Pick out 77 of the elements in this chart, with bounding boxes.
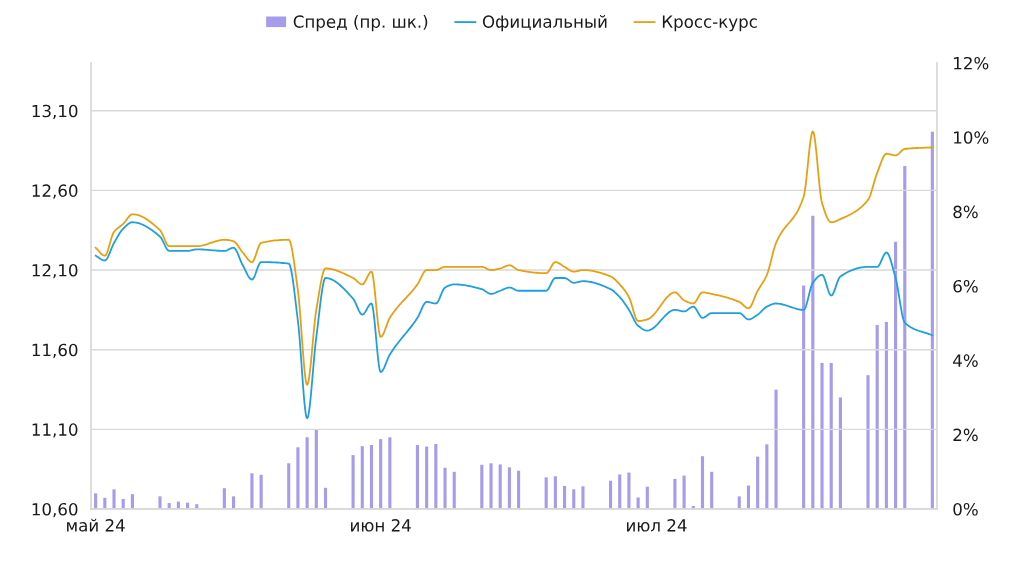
legend-label: Кросс-курс bbox=[662, 15, 757, 32]
bar bbox=[636, 497, 640, 509]
bar bbox=[231, 496, 236, 509]
bar bbox=[829, 362, 833, 509]
bar bbox=[737, 496, 741, 509]
y-tick-label: 12,10 bbox=[32, 264, 78, 279]
bar bbox=[480, 464, 484, 509]
bar bbox=[903, 165, 907, 509]
bar bbox=[360, 446, 364, 509]
bar bbox=[287, 463, 291, 509]
bar bbox=[645, 486, 649, 509]
bar bbox=[296, 447, 300, 509]
y-tick-label: 11,10 bbox=[32, 423, 78, 438]
bar bbox=[563, 485, 567, 509]
y2-tick-label: 6% bbox=[953, 279, 978, 293]
x-tick-label: июл 24 bbox=[627, 519, 687, 532]
bar bbox=[130, 494, 134, 509]
bar bbox=[507, 467, 511, 509]
bar bbox=[489, 463, 493, 509]
bar bbox=[94, 493, 98, 509]
bar bbox=[544, 477, 548, 509]
legend-label: Спред (пр. шк.) bbox=[293, 15, 428, 32]
bar bbox=[452, 471, 456, 509]
bar bbox=[884, 322, 888, 509]
bar bbox=[323, 487, 328, 509]
bar bbox=[379, 439, 383, 509]
bar bbox=[305, 437, 309, 509]
y-tick-label: 11,60 bbox=[32, 343, 78, 358]
bar bbox=[930, 131, 934, 509]
y2-tick-label: 2% bbox=[953, 428, 978, 442]
bar bbox=[820, 362, 824, 509]
bar bbox=[581, 486, 585, 509]
bar bbox=[553, 476, 557, 509]
bar bbox=[498, 464, 502, 509]
y-tick-label: 10,60 bbox=[32, 502, 78, 518]
bar bbox=[838, 397, 842, 509]
bar bbox=[866, 375, 870, 509]
y2-tick-label: 4% bbox=[953, 354, 978, 367]
bar bbox=[811, 215, 815, 509]
bar bbox=[434, 443, 438, 509]
bar bbox=[517, 470, 521, 509]
bar bbox=[627, 472, 631, 509]
bar bbox=[222, 488, 226, 509]
bar bbox=[756, 456, 760, 509]
bar bbox=[314, 429, 318, 509]
bar bbox=[618, 474, 622, 509]
bar bbox=[158, 496, 162, 509]
bar bbox=[746, 485, 751, 509]
bar bbox=[894, 241, 898, 509]
bar bbox=[415, 445, 420, 509]
bar bbox=[673, 478, 677, 509]
x-tick-label: июн 24 bbox=[351, 519, 411, 532]
bar bbox=[710, 471, 714, 509]
y2-tick-label: 8% bbox=[953, 205, 978, 219]
x-tick-label: май 24 bbox=[67, 518, 125, 532]
y2-tick-label: 12% bbox=[954, 56, 989, 70]
bar bbox=[572, 489, 576, 509]
bar bbox=[369, 445, 374, 509]
bar bbox=[765, 444, 769, 509]
bar bbox=[250, 473, 254, 509]
legend-label: Официальный bbox=[482, 15, 607, 32]
bar bbox=[682, 475, 686, 509]
bar bbox=[774, 389, 778, 509]
bar bbox=[700, 456, 705, 509]
bar bbox=[875, 325, 879, 509]
bar bbox=[443, 467, 447, 509]
bar bbox=[351, 455, 355, 509]
bar bbox=[802, 285, 806, 509]
bar bbox=[259, 474, 263, 509]
y-tick-label: 13,10 bbox=[32, 104, 78, 119]
bar bbox=[608, 480, 613, 509]
bar bbox=[425, 446, 429, 509]
y2-tick-label: 0% bbox=[953, 502, 978, 516]
y2-tick-label: 10% bbox=[954, 131, 989, 144]
bar bbox=[388, 437, 392, 509]
y-tick-label: 12,60 bbox=[32, 184, 78, 199]
bar bbox=[112, 489, 116, 509]
